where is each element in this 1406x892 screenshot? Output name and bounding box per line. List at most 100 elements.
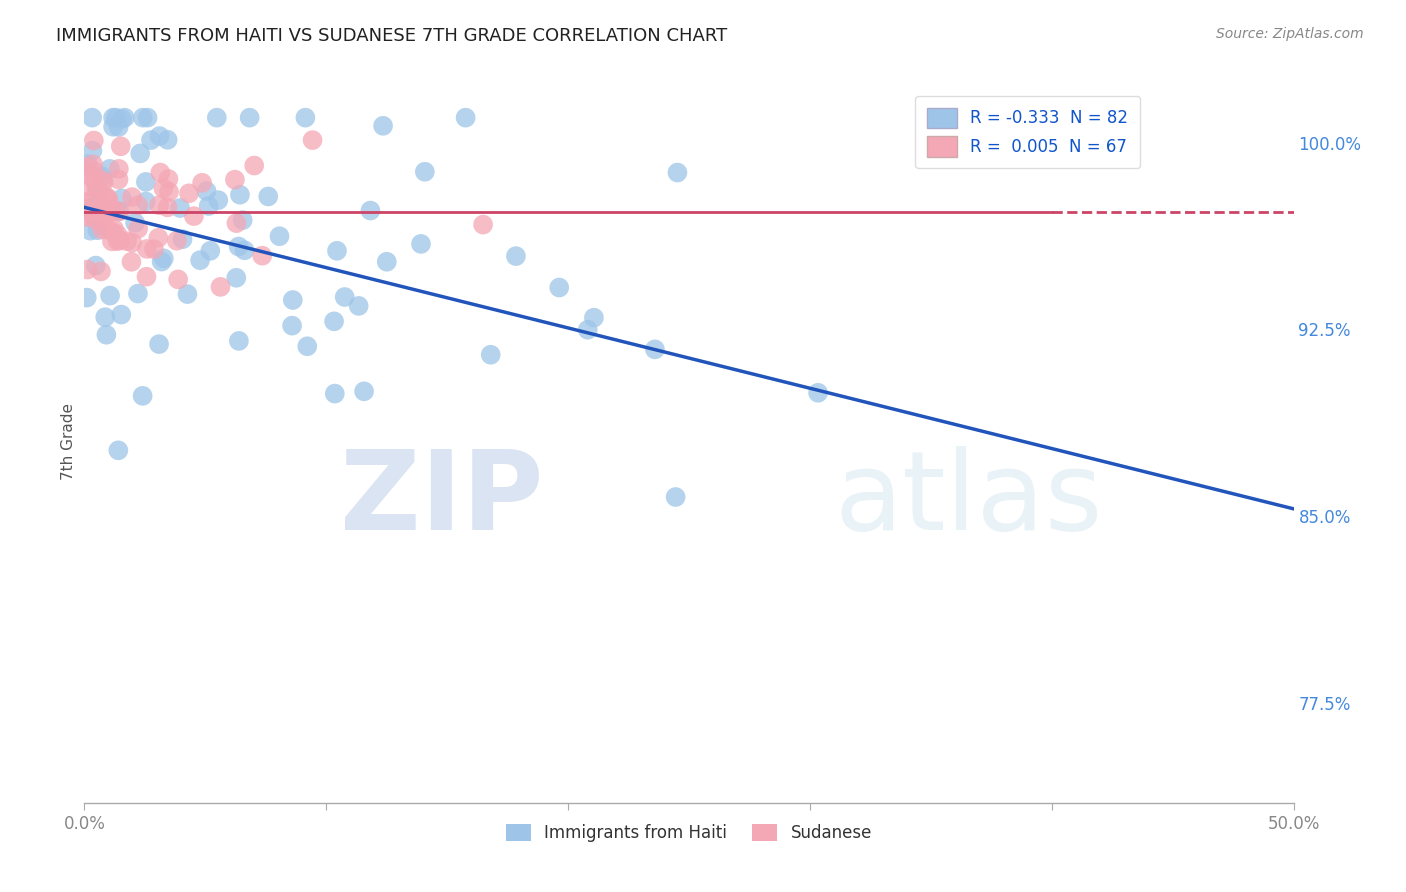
Point bbox=[86, 223, 108, 237]
Point bbox=[644, 343, 666, 357]
Point bbox=[79, 179, 101, 194]
Point bbox=[76, 291, 98, 305]
Point bbox=[505, 249, 527, 263]
Point bbox=[200, 244, 222, 258]
Point bbox=[135, 269, 157, 284]
Point bbox=[76, 168, 98, 182]
Point bbox=[115, 234, 138, 248]
Point bbox=[135, 242, 157, 256]
Point bbox=[76, 262, 98, 277]
Point bbox=[143, 242, 166, 256]
Point bbox=[197, 199, 219, 213]
Point bbox=[79, 224, 101, 238]
Point bbox=[111, 191, 134, 205]
Point bbox=[183, 209, 205, 223]
Point bbox=[148, 337, 170, 351]
Point bbox=[94, 190, 117, 204]
Point bbox=[148, 198, 170, 212]
Point bbox=[84, 259, 107, 273]
Point bbox=[110, 139, 132, 153]
Point bbox=[76, 160, 98, 174]
Point bbox=[166, 234, 188, 248]
Point bbox=[86, 184, 108, 198]
Point bbox=[169, 201, 191, 215]
Point bbox=[239, 111, 262, 125]
Point bbox=[94, 310, 117, 325]
Point bbox=[225, 270, 247, 285]
Point bbox=[323, 386, 346, 401]
Point bbox=[107, 234, 129, 248]
Point bbox=[157, 185, 180, 199]
Point bbox=[91, 173, 114, 187]
Point bbox=[232, 213, 254, 227]
Point bbox=[233, 244, 256, 258]
Point bbox=[107, 120, 129, 134]
Point bbox=[82, 111, 104, 125]
Text: Source: ZipAtlas.com: Source: ZipAtlas.com bbox=[1216, 27, 1364, 41]
Point bbox=[83, 199, 105, 213]
Text: IMMIGRANTS FROM HAITI VS SUDANESE 7TH GRADE CORRELATION CHART: IMMIGRANTS FROM HAITI VS SUDANESE 7TH GR… bbox=[56, 27, 727, 45]
Point bbox=[148, 128, 170, 143]
Point bbox=[167, 272, 190, 286]
Point bbox=[548, 280, 571, 294]
Point bbox=[409, 236, 432, 251]
Point bbox=[131, 389, 153, 403]
Point bbox=[148, 231, 170, 245]
Point bbox=[479, 348, 502, 362]
Point bbox=[136, 111, 159, 125]
Point bbox=[98, 288, 121, 302]
Point bbox=[101, 111, 124, 125]
Point bbox=[156, 133, 179, 147]
Text: atlas: atlas bbox=[834, 446, 1102, 553]
Point bbox=[472, 218, 495, 232]
Point bbox=[297, 339, 319, 353]
Point bbox=[152, 181, 174, 195]
Point bbox=[105, 111, 128, 125]
Point bbox=[77, 202, 100, 216]
Point bbox=[665, 490, 688, 504]
Point bbox=[209, 280, 232, 294]
Point bbox=[323, 314, 346, 328]
Point bbox=[281, 293, 304, 307]
Point bbox=[96, 206, 118, 220]
Point bbox=[188, 253, 211, 268]
Point bbox=[353, 384, 375, 399]
Point bbox=[243, 159, 266, 173]
Point bbox=[135, 194, 157, 209]
Point bbox=[93, 175, 115, 189]
Point bbox=[110, 308, 132, 322]
Point bbox=[84, 180, 107, 194]
Point bbox=[333, 290, 356, 304]
Point bbox=[103, 221, 125, 235]
Point bbox=[91, 222, 114, 236]
Point bbox=[129, 146, 152, 161]
Point bbox=[252, 249, 274, 263]
Point bbox=[121, 235, 143, 250]
Point bbox=[108, 233, 131, 247]
Point bbox=[375, 254, 398, 268]
Point bbox=[84, 212, 107, 227]
Point bbox=[107, 227, 129, 242]
Point bbox=[93, 202, 115, 217]
Point bbox=[77, 194, 100, 209]
Point bbox=[135, 175, 157, 189]
Point bbox=[96, 327, 118, 342]
Y-axis label: 7th Grade: 7th Grade bbox=[60, 403, 76, 480]
Point bbox=[359, 203, 381, 218]
Point bbox=[207, 193, 229, 207]
Point bbox=[269, 229, 291, 244]
Point bbox=[83, 173, 105, 187]
Point bbox=[347, 299, 370, 313]
Point bbox=[576, 323, 599, 337]
Point bbox=[152, 252, 174, 266]
Point bbox=[225, 216, 247, 230]
Point bbox=[82, 163, 104, 178]
Point bbox=[120, 254, 142, 268]
Point bbox=[90, 264, 112, 278]
Point bbox=[83, 134, 105, 148]
Point bbox=[108, 204, 131, 219]
Point bbox=[195, 184, 218, 198]
Point bbox=[77, 157, 100, 171]
Point bbox=[91, 206, 114, 220]
Point bbox=[82, 157, 104, 171]
